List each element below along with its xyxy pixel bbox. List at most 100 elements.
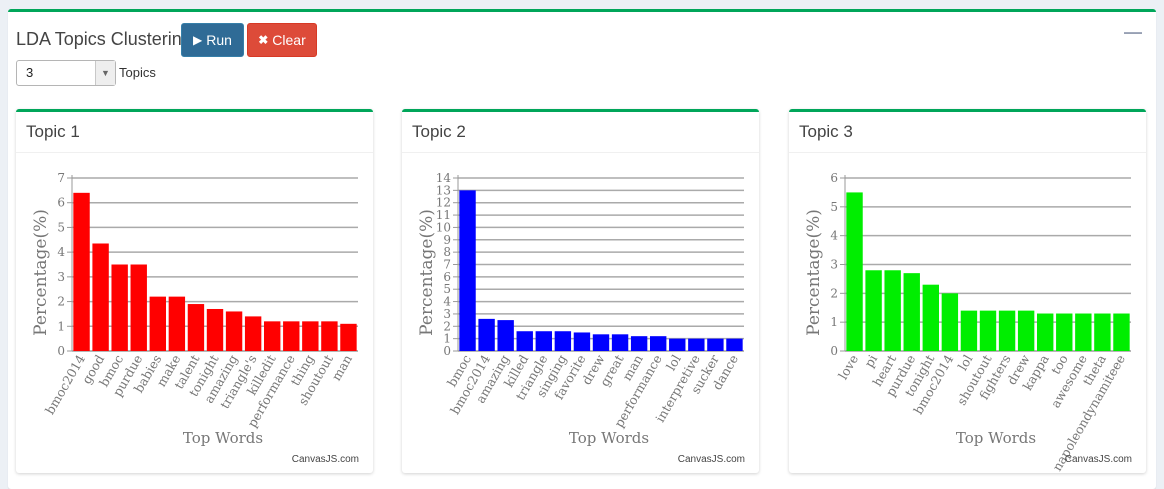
topic-1-chart: 01234567bmoc2014goodbmocpurduebabiesmake…: [31, 171, 359, 465]
topics-select[interactable]: 3 ▼: [16, 60, 116, 86]
bar[interactable]: [630, 336, 648, 351]
bar[interactable]: [1075, 313, 1092, 351]
bar[interactable]: [941, 293, 959, 351]
y-axis-title: Percentage(%): [31, 209, 51, 336]
bar[interactable]: [187, 304, 205, 351]
bar[interactable]: [726, 338, 743, 351]
minus-icon[interactable]: —: [1124, 22, 1142, 42]
lda-panel: LDA Topics Clustering ▶ Run ✖ Clear — 3 …: [8, 9, 1156, 489]
y-tick-label: 2: [830, 286, 838, 300]
bar[interactable]: [340, 323, 357, 351]
bar[interactable]: [206, 308, 224, 351]
y-tick-label: 5: [57, 220, 65, 234]
topic-panel-3: Topic 3 0 1 2 3 4 5 6 love pi heart purdue tonight b…: [789, 109, 1146, 474]
topic-title: Topic 3: [799, 122, 853, 141]
y-tick-label: 1: [57, 319, 65, 333]
bar[interactable]: [149, 296, 166, 351]
bar[interactable]: [554, 331, 572, 351]
y-tick-label: 3: [443, 307, 451, 321]
y-tick-label: 0: [830, 344, 838, 358]
bar[interactable]: [998, 310, 1016, 351]
bar[interactable]: [979, 310, 997, 351]
x-tick-label: lol: [663, 352, 684, 373]
topic-panel-2: Topic 2 0 1 2 3 4 5 6 7 8 9 10 11 12 13 14 bmoc bmoc2014…: [402, 109, 759, 473]
y-axis-title: Percentage(%): [417, 209, 437, 336]
bar[interactable]: [922, 284, 939, 351]
clear-button-label: Clear: [272, 32, 306, 48]
bar[interactable]: [321, 321, 338, 351]
bar[interactable]: [516, 331, 533, 351]
y-tick-label: 6: [830, 171, 838, 185]
bar[interactable]: [1094, 313, 1111, 351]
y-tick-label: 11: [436, 208, 451, 222]
bar[interactable]: [302, 321, 319, 351]
chart-credit[interactable]: CanvasJS.com: [678, 454, 745, 465]
y-tick-label: 1: [830, 315, 838, 329]
y-tick-label: 3: [57, 270, 65, 284]
bar[interactable]: [865, 270, 882, 351]
y-tick-label: 5: [443, 282, 451, 296]
times-icon: ✖: [258, 33, 269, 47]
bar[interactable]: [903, 273, 920, 351]
bar[interactable]: [707, 338, 724, 351]
bar[interactable]: [264, 321, 281, 351]
bar[interactable]: [73, 192, 90, 351]
x-axis-title: Top Words: [183, 429, 263, 447]
x-tick-label: lol: [955, 352, 976, 373]
bar[interactable]: [244, 316, 262, 351]
bar[interactable]: [688, 338, 705, 351]
chevron-down-icon[interactable]: ▼: [95, 61, 115, 85]
y-tick-label: 4: [443, 295, 451, 309]
x-axis-title: Top Words: [569, 429, 649, 447]
bar[interactable]: [168, 296, 186, 351]
bar[interactable]: [650, 336, 667, 351]
bar[interactable]: [846, 192, 863, 351]
bar[interactable]: [573, 332, 591, 351]
bar[interactable]: [225, 311, 243, 351]
bar[interactable]: [459, 190, 476, 351]
y-tick-label: 8: [443, 245, 451, 259]
y-tick-label: 0: [57, 344, 65, 358]
bar[interactable]: [669, 338, 686, 351]
bar[interactable]: [1017, 310, 1035, 351]
y-tick-label: 13: [436, 183, 451, 197]
bar[interactable]: [611, 334, 629, 351]
run-button[interactable]: ▶ Run: [181, 23, 244, 57]
bar[interactable]: [1037, 313, 1054, 351]
chart-credit[interactable]: CanvasJS.com: [292, 454, 359, 465]
bar[interactable]: [111, 264, 128, 352]
clear-button[interactable]: ✖ Clear: [247, 23, 317, 57]
x-tick-label: man: [328, 352, 355, 383]
bar[interactable]: [1056, 313, 1073, 351]
topics-label: Topics: [119, 65, 156, 80]
bar[interactable]: [478, 318, 495, 351]
y-tick-label: 7: [443, 258, 451, 272]
page-title: LDA Topics Clustering: [16, 29, 192, 49]
x-tick-label: love: [835, 352, 861, 382]
topic-panel-1: Topic 1 0 1 2 3 4 5 6 7 bmoc2014 good bmoc purdue ba…: [16, 109, 373, 473]
y-tick-label: 2: [57, 295, 65, 309]
bar[interactable]: [283, 321, 300, 351]
y-tick-label: 10: [436, 220, 451, 234]
bar[interactable]: [497, 320, 514, 351]
bar[interactable]: [535, 331, 552, 351]
y-tick-label: 4: [57, 245, 65, 259]
y-tick-label: 12: [436, 196, 451, 210]
topic-2-chart: 01234567891011121314bmocbmoc2014amazingk…: [417, 171, 745, 465]
bar[interactable]: [884, 270, 901, 351]
y-tick-label: 9: [443, 233, 451, 247]
y-tick-label: 1: [443, 332, 451, 346]
bar[interactable]: [130, 264, 147, 352]
bar[interactable]: [960, 310, 978, 351]
bar[interactable]: [1113, 313, 1130, 351]
y-axis-title: Percentage(%): [804, 209, 824, 336]
chart-credit[interactable]: CanvasJS.com: [1065, 454, 1132, 465]
y-tick-label: 4: [830, 229, 838, 243]
x-axis-title: Top Words: [956, 429, 1036, 447]
bar[interactable]: [92, 243, 109, 351]
y-tick-label: 7: [57, 171, 65, 185]
y-tick-label: 6: [443, 270, 451, 284]
bar[interactable]: [592, 334, 610, 351]
y-tick-label: 3: [830, 258, 838, 272]
